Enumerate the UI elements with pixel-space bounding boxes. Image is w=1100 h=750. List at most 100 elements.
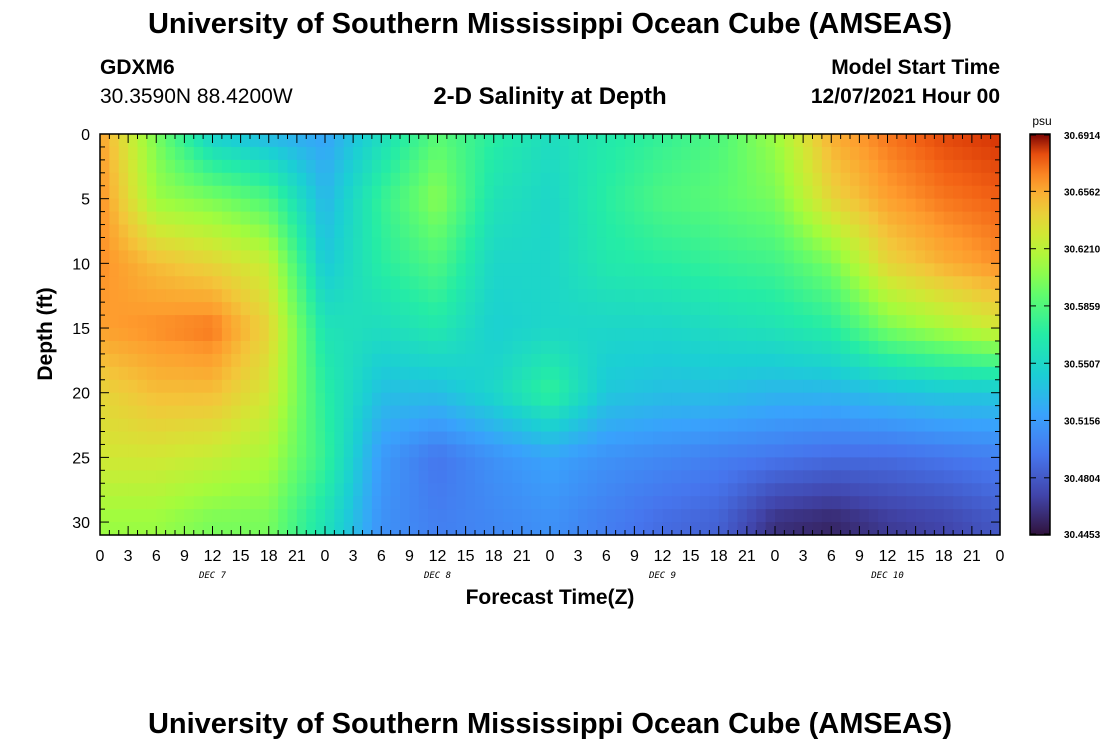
heatmap-cell [784,315,795,329]
heatmap-cell [859,457,870,471]
heatmap-cell [690,457,701,471]
heatmap-cell [615,289,626,303]
heatmap-cell [475,276,485,290]
heatmap-cell [353,198,364,213]
heatmap-cell [746,328,757,342]
heatmap-cell [371,496,382,510]
heatmap-cell [146,185,157,200]
heatmap-cell [878,185,889,200]
heatmap-cell [418,302,429,316]
heatmap-cell [737,509,748,523]
heatmap-cell [568,366,579,381]
heatmap-cell [728,211,739,226]
heatmap-cell [193,250,204,264]
heatmap-cell [971,444,982,458]
heatmap-cell [784,289,795,303]
heatmap-cell [775,198,785,213]
heatmap-cell [437,172,448,187]
heatmap-cell [737,470,748,484]
heatmap-cell [409,263,420,277]
heatmap-cell [250,353,260,368]
heatmap-cell [971,328,982,342]
heatmap-cell [559,353,570,368]
heatmap-cell [859,276,870,290]
heatmap-cell [915,276,926,290]
heatmap-cell [643,509,654,523]
heatmap-cell [278,185,289,200]
heatmap-cell [906,146,917,161]
heatmap-cell [456,392,467,407]
heatmap-cell [250,431,260,446]
heatmap-cell [568,276,579,290]
heatmap-cell [859,134,870,148]
heatmap-cell [418,237,429,252]
heatmap-cell [625,198,635,213]
heatmap-cell [128,198,139,213]
heatmap-cell [878,302,889,316]
heatmap-cell [793,198,804,213]
heatmap-cell [250,250,260,264]
heatmap-cell [784,431,795,446]
heatmap-cell [681,340,692,355]
heatmap-cell [221,211,232,226]
heatmap-cell [962,340,973,355]
heatmap-cell [765,185,776,200]
heatmap-cell [315,328,326,342]
heatmap-cell [943,198,954,213]
heatmap-cell [896,172,907,187]
heatmap-cell [831,146,842,161]
x-tick-label: 0 [321,548,330,565]
heatmap-cell [287,470,298,484]
heatmap-cell [746,315,757,329]
heatmap-cell [634,405,645,420]
heatmap-cell [709,315,720,329]
heatmap-cell [521,263,532,277]
heatmap-cell [578,134,589,148]
heatmap-cell [118,496,129,510]
heatmap-cell [512,146,523,161]
heatmap-cell [540,496,551,510]
colorbar: psu 30.691430.656230.621030.585930.55073… [1029,114,1100,541]
heatmap-cell [971,353,982,368]
heatmap-cell [437,509,448,523]
heatmap-cell [456,250,467,264]
heatmap-cell [521,224,532,239]
heatmap-cell [728,353,739,368]
heatmap-cell [625,457,635,471]
heatmap-cell [962,185,973,200]
heatmap-cell [578,509,589,523]
heatmap-cell [671,379,682,394]
heatmap-cell [962,315,973,329]
heatmap-cell [709,289,720,303]
heatmap-cell [840,405,851,420]
heatmap-cell [746,134,757,148]
heatmap-cell [137,483,148,497]
heatmap-cell [671,328,682,342]
heatmap-cell [578,250,589,264]
heatmap-cell [456,302,467,316]
heatmap-cell [559,379,570,394]
heatmap-cell [568,185,579,200]
heatmap-cell [343,483,354,497]
heatmap-cell [118,211,129,226]
heatmap-cell [700,198,710,213]
heatmap-cell [325,457,335,471]
heatmap-cell [850,418,860,433]
heatmap-cell [765,483,776,497]
heatmap-cell [137,159,148,174]
heatmap-cell [381,496,392,510]
heatmap-cell [878,134,889,148]
heatmap-cell [493,340,504,355]
heatmap-cell [981,470,992,484]
heatmap-cell [306,405,317,420]
heatmap-cell [362,198,373,213]
heatmap-cell [840,159,851,174]
heatmap-cell [831,522,842,536]
heatmap-cell [268,250,279,264]
heatmap-cell [606,134,617,148]
heatmap-cell [709,185,720,200]
heatmap-cell [400,159,410,174]
heatmap-cell [803,289,814,303]
heatmap-cell [596,237,607,252]
